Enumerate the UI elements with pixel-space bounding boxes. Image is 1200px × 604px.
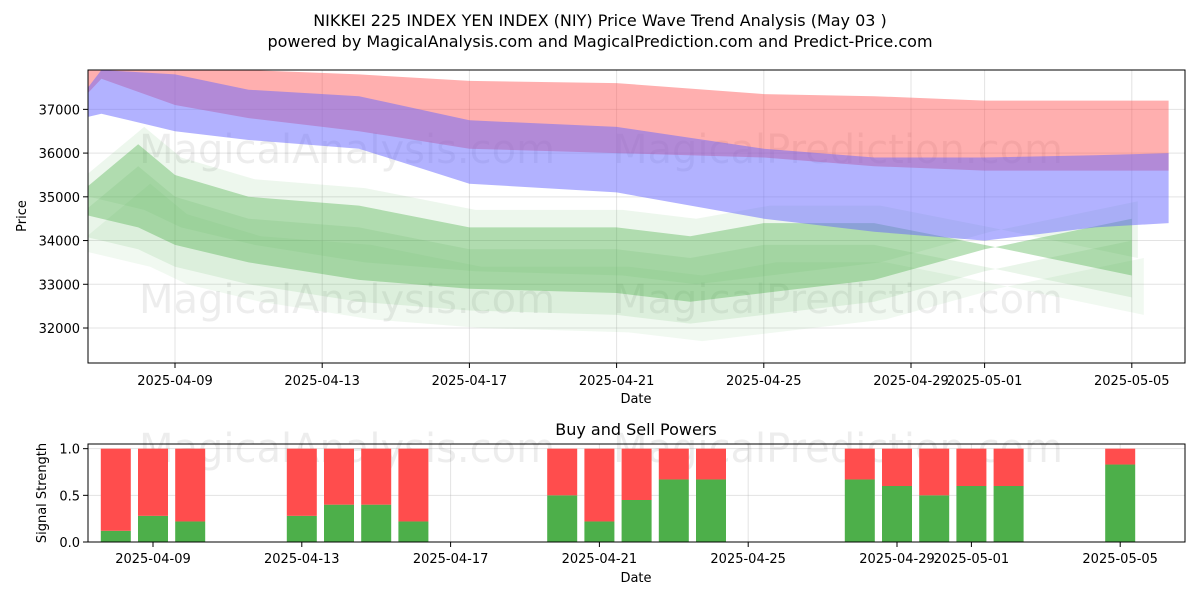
price-y-tick-label: 32000 xyxy=(39,322,80,337)
signal-x-tick-label: 2025-04-21 xyxy=(562,552,638,567)
price-y-label: Price xyxy=(15,200,30,232)
signal-x-tick-label: 2025-05-01 xyxy=(934,552,1010,567)
buy-bar xyxy=(919,495,950,542)
sell-bar xyxy=(584,448,615,522)
chart-title: NIKKEI 225 INDEX YEN INDEX (NIY) Price W… xyxy=(313,11,887,30)
buy-bar xyxy=(882,486,912,542)
price-x-tick-label: 2025-04-25 xyxy=(726,374,802,389)
signal-x-tick-label: 2025-04-13 xyxy=(264,552,340,567)
signal-y-tick-label: 1.0 xyxy=(59,443,80,458)
signal-y-ticks: 0.0 0.5 1.0 xyxy=(59,443,88,551)
sell-bar xyxy=(919,448,950,496)
sell-bar xyxy=(1105,448,1136,465)
signal-y-tick-label: 0.5 xyxy=(59,489,80,504)
price-bands xyxy=(88,70,1169,342)
signal-x-tick-label: 2025-04-17 xyxy=(413,552,489,567)
signal-x-ticks: 2025-04-09 2025-04-13 2025-04-17 2025-04-21… xyxy=(115,542,1158,567)
sell-bar xyxy=(398,448,429,522)
sell-bar xyxy=(621,448,652,500)
price-x-ticks: 2025-04-09 2025-04-13 2025-04-17 2025-04-21… xyxy=(137,363,1170,389)
buy-bar xyxy=(956,486,987,542)
price-axes-frame xyxy=(87,69,1186,364)
sell-bar xyxy=(138,448,168,516)
buy-bar xyxy=(138,515,168,542)
sell-bar xyxy=(547,448,578,496)
sell-bar xyxy=(286,448,317,516)
buy-bar xyxy=(100,530,131,542)
watermark-analysis-mid: MagicalAnalysis.com xyxy=(139,277,555,323)
watermark-prediction-mid: MagicalPrediction.com xyxy=(613,277,1063,323)
green-band xyxy=(88,144,1132,302)
blue-band xyxy=(88,70,1169,241)
green-band-echo xyxy=(88,166,1132,324)
price-x-tick-label: 2025-04-21 xyxy=(579,374,655,389)
price-x-tick-label: 2025-04-29 xyxy=(873,374,949,389)
sell-bar xyxy=(175,448,206,522)
price-x-label: Date xyxy=(620,392,651,407)
sell-bar xyxy=(324,448,354,505)
signal-panel: Buy and Sell Powers MagicalAnalysis.com … xyxy=(35,420,1186,586)
price-y-tick-label: 34000 xyxy=(39,235,80,250)
buy-bar xyxy=(547,495,578,542)
sell-bar xyxy=(658,448,689,480)
price-grid xyxy=(88,70,1185,363)
price-x-tick-label: 2025-05-05 xyxy=(1094,374,1170,389)
buy-bar xyxy=(286,515,317,542)
buy-bar xyxy=(993,486,1024,542)
signal-x-tick-label: 2025-04-29 xyxy=(859,552,935,567)
sell-bar xyxy=(844,448,875,480)
buy-bar xyxy=(398,521,429,542)
price-y-tick-label: 35000 xyxy=(39,191,80,206)
sell-bar xyxy=(361,448,392,505)
sell-bar xyxy=(882,448,912,486)
price-panel: MagicalAnalysis.com MagicalPrediction.co… xyxy=(15,69,1186,407)
green-band-echo xyxy=(88,183,1144,342)
price-x-tick-label: 2025-04-13 xyxy=(284,374,360,389)
buy-bar xyxy=(696,479,726,542)
signal-x-tick-label: 2025-04-25 xyxy=(710,552,786,567)
buy-bar xyxy=(584,521,615,542)
price-y-tick-label: 37000 xyxy=(39,103,80,118)
price-x-tick-label: 2025-04-09 xyxy=(137,374,213,389)
buy-bar xyxy=(361,504,392,542)
signal-x-label: Date xyxy=(620,571,651,586)
signal-x-tick-label: 2025-05-05 xyxy=(1082,552,1158,567)
price-y-tick-label: 33000 xyxy=(39,278,80,293)
price-y-tick-label: 36000 xyxy=(39,147,80,162)
buy-bar xyxy=(621,500,652,542)
chart-subtitle: powered by MagicalAnalysis.com and Magic… xyxy=(267,32,932,51)
buy-bar xyxy=(324,504,354,542)
green-band-echo xyxy=(88,126,1138,285)
signal-bars xyxy=(100,448,1136,542)
buy-bar xyxy=(175,521,206,542)
price-x-tick-label: 2025-04-17 xyxy=(432,374,508,389)
signal-title: Buy and Sell Powers xyxy=(555,420,717,439)
price-x-tick-label: 2025-05-01 xyxy=(947,374,1023,389)
signal-y-tick-label: 0.0 xyxy=(59,536,80,551)
signal-x-tick-label: 2025-04-09 xyxy=(115,552,191,567)
sell-bar xyxy=(956,448,987,486)
buy-bar xyxy=(844,479,875,542)
sell-bar xyxy=(100,448,131,531)
buy-bar xyxy=(658,479,689,542)
red-band xyxy=(88,70,1169,171)
signal-y-label: Signal Strength xyxy=(35,443,50,543)
sell-bar xyxy=(696,448,726,480)
buy-bar xyxy=(1105,464,1136,542)
signal-axes-frame xyxy=(87,443,1186,543)
price-y-ticks: 32000 33000 34000 35000 36000 37000 xyxy=(39,103,88,337)
sell-bar xyxy=(993,448,1024,486)
